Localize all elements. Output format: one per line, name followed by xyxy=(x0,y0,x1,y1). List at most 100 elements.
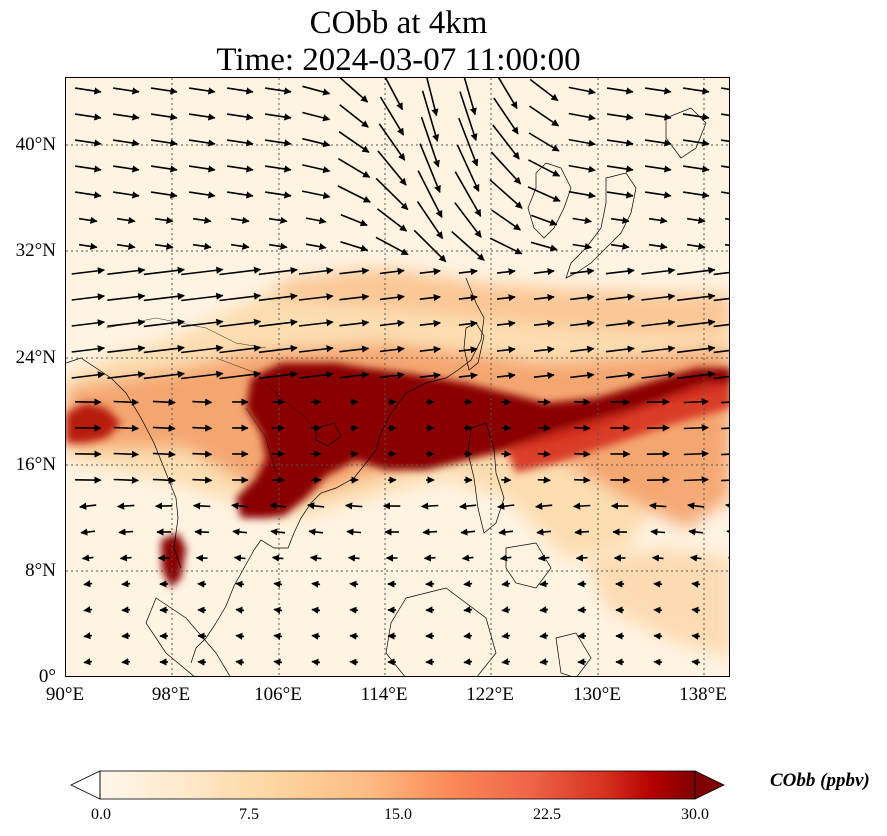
map-title-line2: Time: 2024-03-07 11:00:00 xyxy=(216,42,581,78)
wind-arrow xyxy=(273,658,283,666)
wind-arrow xyxy=(83,606,93,614)
wind-arrow xyxy=(302,137,331,148)
wind-arrow xyxy=(419,371,441,380)
wind-arrow xyxy=(113,450,140,458)
wind-arrow xyxy=(720,165,729,169)
wind-arrow xyxy=(116,242,136,250)
wind-arrow xyxy=(339,345,370,353)
wind-arrow xyxy=(194,528,210,536)
wind-arrow xyxy=(501,632,511,640)
wind-arrow xyxy=(686,216,706,224)
wind-arrow xyxy=(501,580,511,588)
wind-arrow xyxy=(493,97,519,135)
wind-arrow xyxy=(724,243,729,247)
wind-arrow xyxy=(112,87,140,95)
wind-arrow xyxy=(264,191,292,199)
wind-arrow xyxy=(458,372,478,380)
wind-arrow xyxy=(302,111,331,122)
colorbar-tick-label: 15.0 xyxy=(384,806,412,823)
wind-arrow xyxy=(713,271,729,276)
wind-arrow xyxy=(683,450,709,458)
wind-arrow xyxy=(219,318,262,328)
wind-arrow xyxy=(271,554,284,562)
wind-arrow xyxy=(339,319,370,327)
wind-arrow xyxy=(226,87,254,95)
wind-arrow xyxy=(235,658,245,666)
wind-arrow xyxy=(458,346,478,354)
wind-arrow xyxy=(527,186,561,202)
wind-arrow xyxy=(420,116,440,168)
south-patch xyxy=(586,548,729,658)
wind-arrow xyxy=(226,139,254,147)
colorbar-tick-label: 30.0 xyxy=(681,806,709,823)
wind-arrow xyxy=(188,139,216,147)
wind-arrow xyxy=(226,165,254,173)
wind-arrow xyxy=(496,320,516,328)
wind-arrow xyxy=(192,398,213,406)
wind-arrow xyxy=(154,216,174,224)
wind-arrow xyxy=(112,139,140,147)
coast-borneo xyxy=(385,587,497,676)
wind-arrow xyxy=(188,87,216,95)
wind-arrow xyxy=(219,344,262,354)
wind-arrow xyxy=(688,528,704,536)
wind-arrow xyxy=(570,319,595,327)
wind-arrow xyxy=(188,191,216,199)
wind-arrow xyxy=(311,606,321,614)
wind-arrow xyxy=(691,606,701,614)
wind-arrow xyxy=(268,242,288,250)
wind-arrow xyxy=(682,191,710,199)
wind-arrow xyxy=(610,242,630,250)
wind-arrow xyxy=(298,293,334,301)
wind-arrow xyxy=(152,450,176,458)
wind-arrow xyxy=(570,371,595,379)
wind-arrow xyxy=(570,267,595,275)
wind-arrow xyxy=(720,191,729,195)
wind-arrow xyxy=(687,502,705,510)
wind-arrow xyxy=(539,658,549,666)
wind-arrow xyxy=(150,191,178,199)
wind-arrow xyxy=(121,580,131,588)
wind-arrow xyxy=(107,292,146,301)
plume-core xyxy=(236,363,729,518)
wind-arrow xyxy=(605,267,635,275)
wind-arrow xyxy=(107,318,146,327)
wind-arrow xyxy=(537,398,551,406)
wind-arrow xyxy=(537,554,550,562)
wind-arrow xyxy=(610,216,630,224)
wind-arrow xyxy=(150,139,178,147)
wind-arrow xyxy=(713,323,729,328)
wind-arrow xyxy=(152,424,176,432)
wind-arrow xyxy=(219,266,262,276)
wind-arrow xyxy=(309,554,322,562)
border-inland-1 xyxy=(215,357,322,474)
wind-arrow xyxy=(454,202,482,238)
wind-arrow xyxy=(192,476,213,484)
wind-arrow xyxy=(268,216,288,224)
wind-arrow xyxy=(421,90,440,142)
wind-arrow xyxy=(112,191,140,199)
wind-arrow xyxy=(143,266,185,276)
wind-arrow xyxy=(230,242,250,250)
wind-arrow xyxy=(143,344,185,354)
wind-arrow xyxy=(347,554,360,562)
wind-arrow xyxy=(416,201,444,240)
wind-arrow xyxy=(713,349,729,354)
wind-arrow xyxy=(152,398,176,406)
wind-arrow xyxy=(298,371,334,379)
wind-arrow xyxy=(677,292,716,302)
wind-arrow xyxy=(605,345,635,353)
wind-arrow xyxy=(720,139,729,143)
wind-arrow xyxy=(339,371,370,379)
wind-arrow xyxy=(340,213,368,227)
wind-arrow xyxy=(458,268,478,276)
plume-core-west xyxy=(66,403,121,443)
wind-arrow xyxy=(340,241,369,252)
wind-arrow xyxy=(606,113,634,121)
map-panel xyxy=(65,77,730,677)
wind-arrow xyxy=(721,401,729,404)
wind-arrow xyxy=(298,267,334,275)
wind-arrow xyxy=(463,632,473,640)
wind-arrow xyxy=(570,345,595,353)
wind-arrow xyxy=(605,293,635,301)
